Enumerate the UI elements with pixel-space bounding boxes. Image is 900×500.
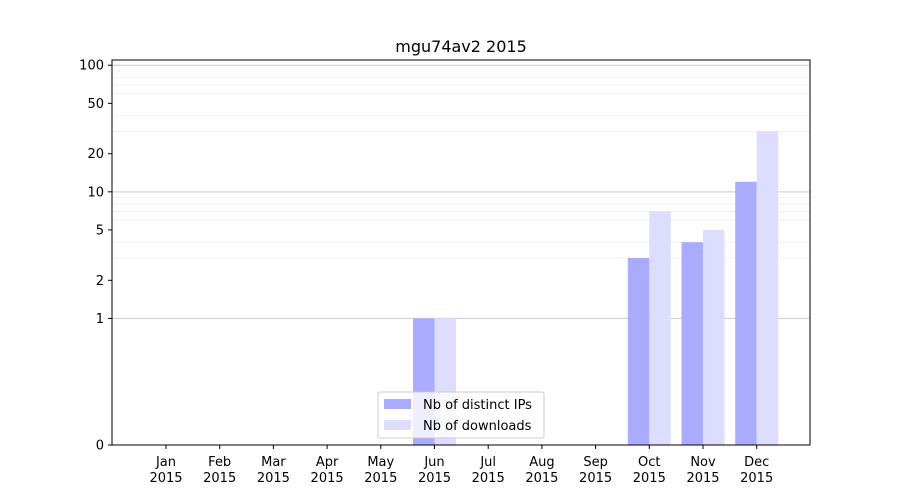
bar-distinct-ips xyxy=(627,258,650,445)
x-tick-label-month: Dec xyxy=(744,455,769,470)
x-tick-label-month: Aug xyxy=(529,455,554,470)
bar-downloads xyxy=(649,211,671,445)
chart-title: mgu74av2 2015 xyxy=(395,37,527,56)
legend-box xyxy=(377,391,545,439)
x-tick-label-month: Jun xyxy=(423,455,444,470)
y-tick-label: 0 xyxy=(96,439,104,454)
y-tick-label: 20 xyxy=(87,147,104,162)
y-tick-label: 10 xyxy=(87,185,104,200)
y-tick-label: 1 xyxy=(96,312,104,327)
legend-label: Nb of distinct IPs xyxy=(423,398,532,413)
x-tick-label-month: Mar xyxy=(261,455,286,470)
legend: Nb of distinct IPs Nb of downloads xyxy=(377,391,545,439)
bar-downloads xyxy=(703,229,725,445)
x-tick-label-month: Apr xyxy=(316,455,339,470)
x-tick-label-year: 2015 xyxy=(418,471,451,486)
x-tick-label-year: 2015 xyxy=(472,471,505,486)
bar-distinct-ips xyxy=(735,181,757,445)
y-tick-label: 100 xyxy=(79,59,104,74)
x-tick-label-year: 2015 xyxy=(149,471,182,486)
y-tick-label: 5 xyxy=(96,223,104,238)
x-tick-label-year: 2015 xyxy=(311,471,344,486)
bar-distinct-ips xyxy=(681,242,703,445)
x-tick-label-month: Feb xyxy=(208,455,231,470)
x-tick-label-month: May xyxy=(367,455,394,470)
x-tick-label-month: Nov xyxy=(690,455,716,470)
x-tick-label-year: 2015 xyxy=(686,471,719,486)
x-axis: Jan2015Feb2015Mar2015Apr2015May2015Jun20… xyxy=(149,445,773,486)
x-tick-label-month: Sep xyxy=(583,455,608,470)
plot-frame xyxy=(111,59,811,446)
x-tick-label-year: 2015 xyxy=(525,471,558,486)
y-tick-label: 2 xyxy=(96,274,104,289)
x-tick-label-year: 2015 xyxy=(364,471,397,486)
legend-swatch xyxy=(384,399,411,409)
legend-swatch xyxy=(384,420,411,430)
x-tick-label-year: 2015 xyxy=(633,471,666,486)
x-tick-label-year: 2015 xyxy=(257,471,290,486)
x-tick-label-month: Oct xyxy=(638,455,660,470)
x-tick-label-year: 2015 xyxy=(740,471,773,486)
x-tick-label-year: 2015 xyxy=(203,471,236,486)
x-tick-label-month: Jan xyxy=(155,455,176,470)
x-tick-label-year: 2015 xyxy=(579,471,612,486)
bar-downloads xyxy=(756,131,779,445)
legend-label: Nb of downloads xyxy=(423,419,532,434)
y-axis: 0 1 2 5 10 20 50 100 xyxy=(79,59,112,454)
y-tick-label: 50 xyxy=(87,97,104,112)
x-tick-label-month: Jul xyxy=(479,455,496,470)
